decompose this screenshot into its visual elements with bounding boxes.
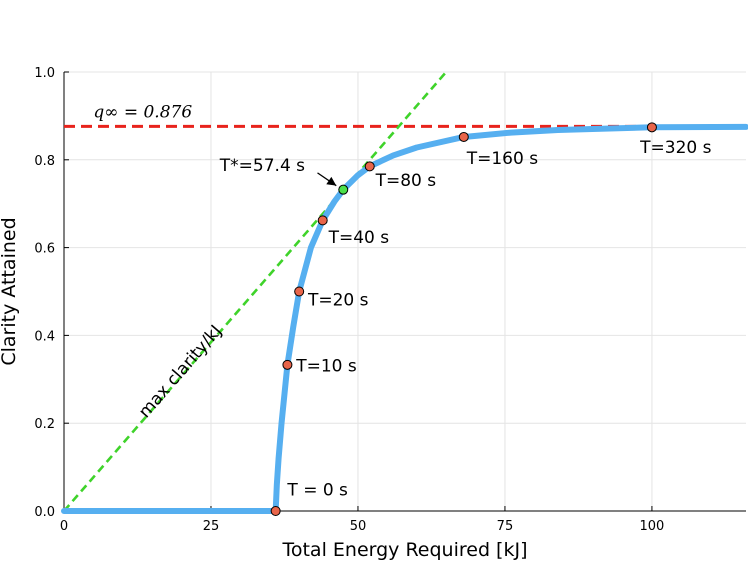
points [270, 122, 657, 516]
y-tick-label: 0.0 [34, 505, 55, 520]
x-tick-label: 100 [640, 519, 665, 534]
point-label: T = 0 s [286, 481, 348, 501]
tangent-label: max clarity/kJ [135, 321, 226, 422]
data-point [282, 359, 293, 370]
lines [61, 71, 748, 514]
y-tick-label: 0.4 [34, 329, 55, 344]
point-label: T=160 s [466, 149, 538, 169]
data-point [646, 122, 657, 133]
x-tick-label: 50 [350, 519, 367, 534]
x-tick-label: 25 [203, 519, 220, 534]
x-tick-label: 0 [60, 519, 68, 534]
optimal-point [338, 184, 349, 195]
y-tick-label: 1.0 [34, 66, 55, 81]
arrow-head [326, 176, 337, 186]
y-tick-label: 0.6 [34, 242, 55, 257]
x-axis-title: Total Energy Required [kJ] [281, 539, 527, 561]
asymptote-label: q∞ = 0.876 [93, 103, 192, 123]
point-label: T=20 s [307, 291, 369, 311]
x-tick-label: 75 [497, 519, 514, 534]
y-axis-title: Clarity Attained [0, 217, 20, 365]
data-point [458, 131, 469, 142]
labels: q∞ = 0.876 max clarity/kJ T = 0 s T=10 s T=2… [93, 103, 711, 501]
point-label: T=80 s [375, 171, 437, 191]
optimal-point-label: T*=57.4 s [219, 156, 305, 176]
data-point [270, 506, 281, 516]
data-point [317, 215, 328, 226]
data-point [294, 286, 305, 297]
tangent-line [63, 71, 448, 512]
point-label: T=10 s [295, 356, 357, 376]
y-tick-label: 0.2 [34, 417, 55, 432]
axes: 0 25 50 75 100 0.0 0.2 0.4 0.6 0.8 1.0 Total Energy… [0, 66, 746, 561]
series-line [61, 123, 748, 514]
y-tick-label: 0.8 [34, 154, 55, 169]
point-label: T=40 s [328, 228, 390, 248]
data-point [364, 161, 375, 172]
point-label: T=320 s [639, 138, 711, 158]
